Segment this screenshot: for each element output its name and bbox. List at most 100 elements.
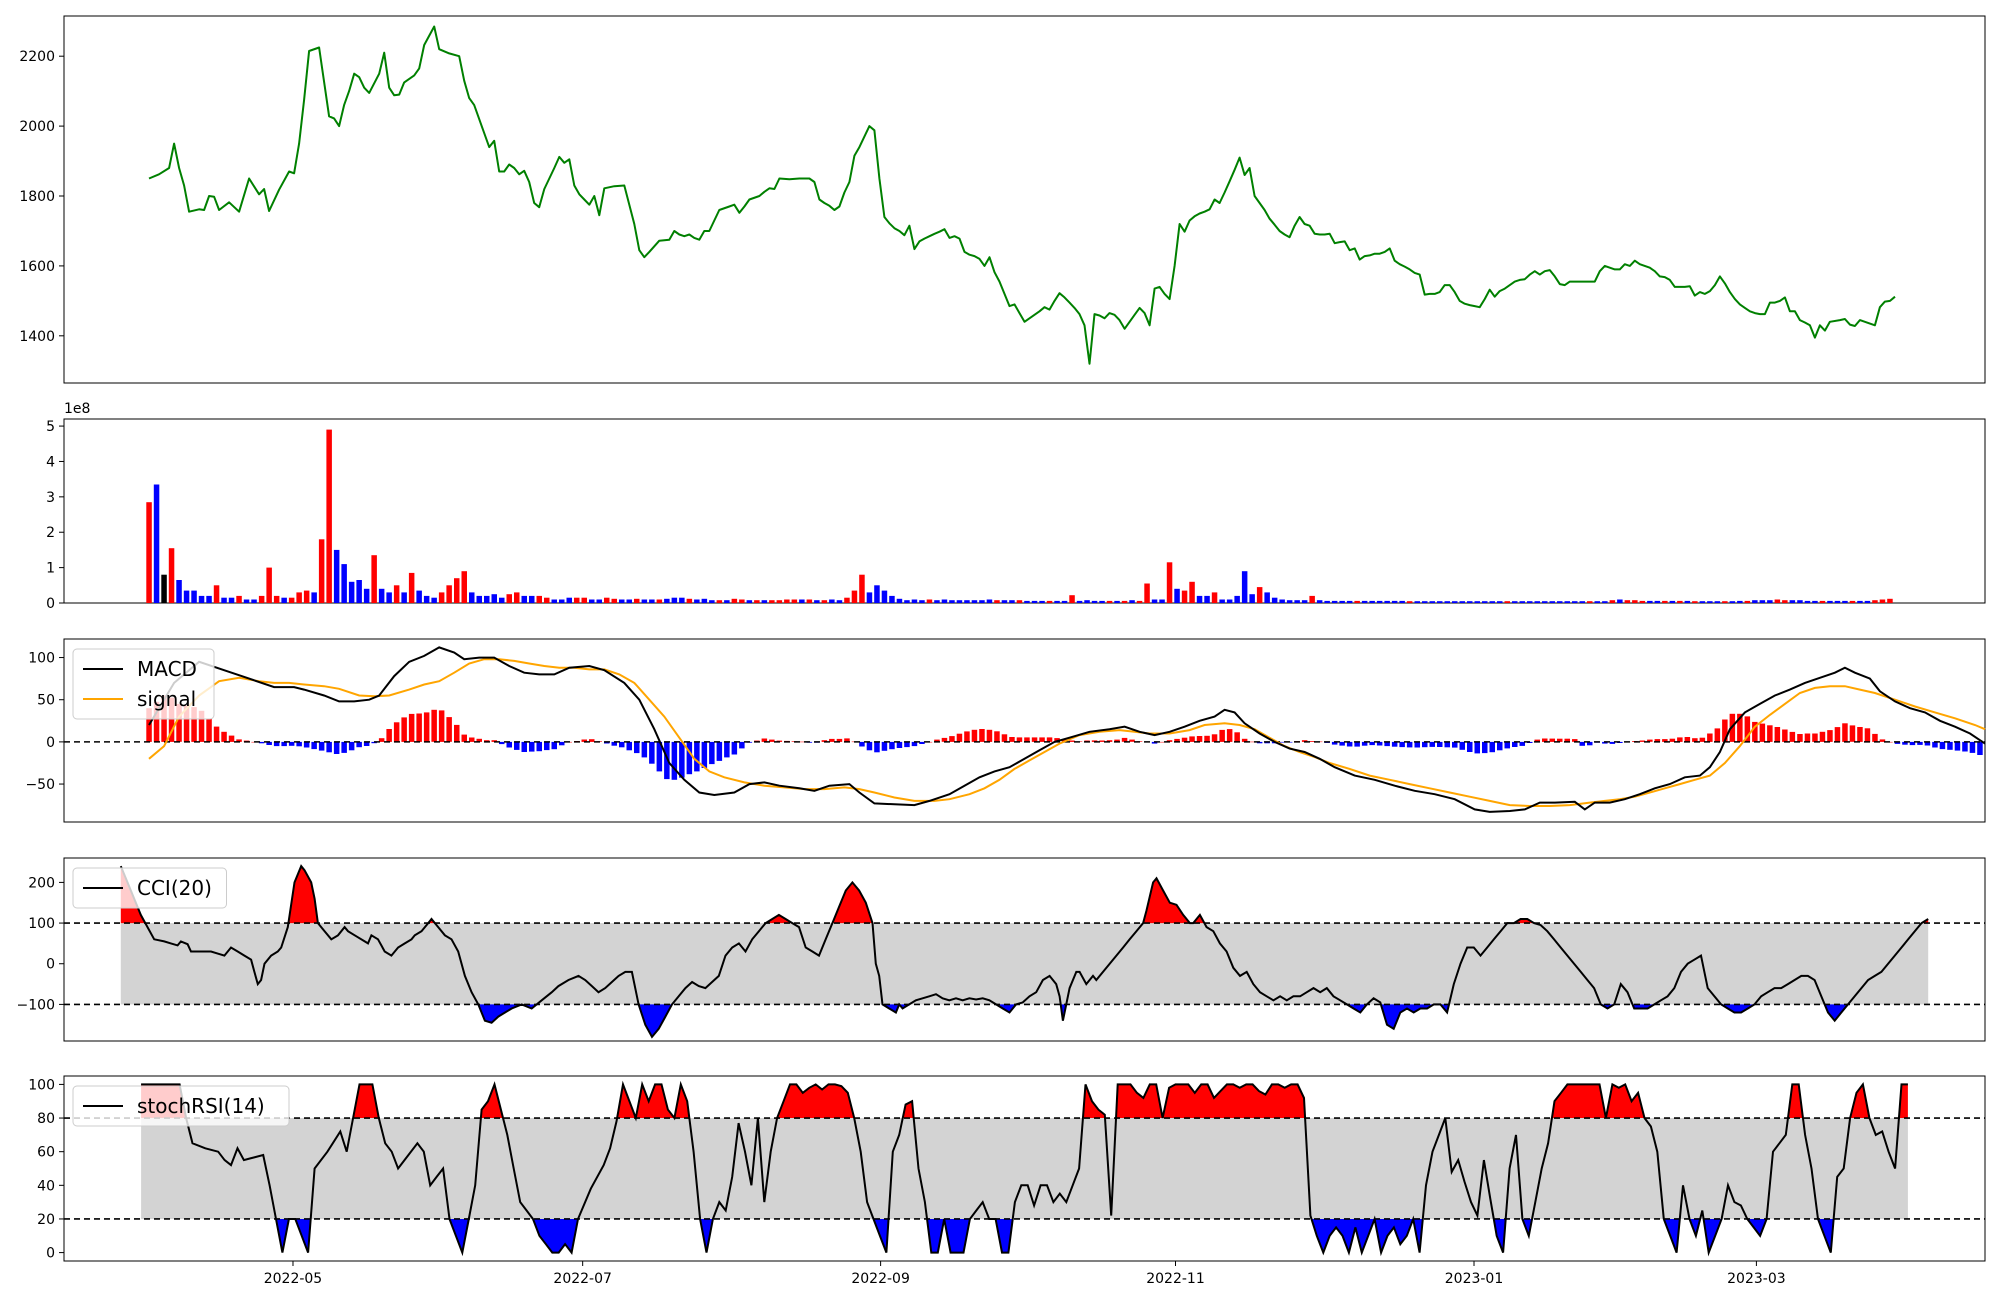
- volume-bar: [1842, 600, 1848, 603]
- volume-bar: [1241, 571, 1248, 603]
- stochrsi-ytick-label: 60: [37, 1145, 55, 1161]
- volume-bar: [1519, 601, 1525, 603]
- volume-bar: [1797, 600, 1803, 603]
- macd-histogram-bar: [1016, 737, 1023, 742]
- volume-bar: [1857, 600, 1863, 603]
- macd-histogram-bar: [431, 709, 437, 742]
- volume-bar: [1549, 601, 1555, 603]
- volume-bar: [1872, 600, 1878, 603]
- volume-bar: [1632, 600, 1638, 603]
- volume-bar: [844, 597, 850, 603]
- stochrsi-overbought-fill: [353, 1084, 379, 1118]
- volume-bar: [258, 595, 265, 603]
- macd-histogram-bar: [386, 729, 392, 742]
- macd-histogram-bar: [168, 697, 175, 742]
- macd-histogram-bar: [739, 741, 745, 749]
- volume-bar: [1256, 587, 1263, 603]
- volume-bar: [1827, 600, 1833, 603]
- volume-bar: [664, 598, 670, 603]
- volume-bar: [1609, 600, 1616, 603]
- macd-histogram-bar: [491, 740, 497, 742]
- macd-histogram-bar: [836, 738, 843, 742]
- price-ytick-label: 1400: [19, 329, 55, 345]
- volume-bar: [574, 597, 580, 603]
- stochrsi-oversold-fill: [1747, 1219, 1767, 1236]
- volume-bar: [1504, 601, 1510, 603]
- volume-bar: [318, 539, 325, 603]
- macd-histogram-bar: [994, 731, 1000, 742]
- macd-histogram-bar: [971, 729, 978, 742]
- macd-histogram-bar: [1069, 740, 1075, 742]
- macd-histogram-bar: [514, 741, 520, 750]
- macd-histogram-bar: [1211, 734, 1218, 742]
- volume-bar: [1849, 600, 1856, 603]
- volume-bar: [1774, 599, 1781, 603]
- macd-histogram-bar: [1009, 737, 1015, 742]
- x-tick-label: 2022-09: [851, 1271, 910, 1287]
- macd-histogram-bar: [1249, 741, 1255, 743]
- macd-histogram-bar: [1519, 741, 1525, 746]
- macd-histogram-bar: [829, 738, 835, 742]
- volume-bar: [356, 580, 362, 603]
- macd-histogram-bar: [821, 740, 828, 742]
- volume-bar: [1391, 600, 1398, 603]
- macd-histogram-bar: [228, 735, 235, 742]
- macd-histogram-bar: [1226, 729, 1233, 742]
- volume-ytick-label: 1: [46, 561, 55, 577]
- volume-bar: [1399, 600, 1405, 603]
- macd-histogram-bar: [198, 710, 205, 742]
- volume-bar: [1271, 597, 1278, 603]
- macd-histogram-bar: [273, 741, 280, 747]
- volume-bar: [1789, 600, 1796, 603]
- macd-histogram-bar: [311, 741, 317, 750]
- volume-bar: [529, 595, 535, 603]
- volume-bar: [1181, 590, 1188, 603]
- cci-legend: [72, 867, 227, 909]
- volume-bar: [1534, 601, 1540, 603]
- macd-histogram-bar: [454, 724, 460, 742]
- macd-histogram-bar: [1759, 723, 1766, 742]
- volume-bar: [273, 595, 280, 603]
- volume-bar: [371, 555, 377, 603]
- volume-bar: [1316, 600, 1323, 603]
- macd-histogram-bar: [956, 733, 963, 742]
- x-tick-label: 2023-01: [1445, 1271, 1504, 1287]
- macd-histogram-bar: [904, 741, 910, 748]
- volume-bar: [1406, 601, 1413, 603]
- volume-bar: [1219, 599, 1225, 603]
- macd-histogram-bar: [363, 741, 370, 746]
- macd-histogram-bar: [1969, 741, 1976, 753]
- macd-histogram-bar: [1114, 739, 1120, 742]
- volume-bar: [363, 588, 370, 603]
- volume-bar: [1196, 595, 1203, 603]
- volume-bar: [941, 599, 948, 603]
- macd-ytick-label: −50: [25, 777, 55, 793]
- macd-histogram-bar: [236, 739, 242, 742]
- macd-histogram-bar: [604, 741, 610, 744]
- volume-bar: [1279, 599, 1285, 603]
- volume-bar: [506, 594, 512, 603]
- volume-bar: [1669, 600, 1676, 603]
- macd-histogram-bar: [986, 729, 993, 742]
- macd-histogram-bar: [1909, 741, 1916, 746]
- macd-histogram-bar: [1699, 737, 1706, 742]
- macd-histogram-bar: [1219, 729, 1225, 742]
- volume-bar: [724, 600, 730, 603]
- macd-histogram-bar: [1834, 727, 1841, 742]
- macd-histogram-bar: [881, 741, 888, 751]
- volume-bar: [1497, 601, 1503, 603]
- macd-histogram-bar: [296, 741, 302, 747]
- volume-bar: [266, 567, 272, 603]
- volume-bar: [303, 590, 310, 603]
- macd-histogram-bar: [521, 741, 527, 752]
- volume-bar: [461, 571, 467, 603]
- macd-histogram-bar: [1752, 721, 1758, 742]
- stochrsi-oversold-fill: [276, 1219, 311, 1253]
- macd-histogram-bar: [1129, 739, 1135, 742]
- volume-bar: [454, 578, 460, 603]
- volume-bar: [596, 599, 602, 603]
- volume-bar: [1647, 600, 1653, 603]
- volume-bar: [769, 600, 775, 603]
- macd-histogram-bar: [1977, 741, 1983, 755]
- macd-histogram-bar: [709, 741, 715, 765]
